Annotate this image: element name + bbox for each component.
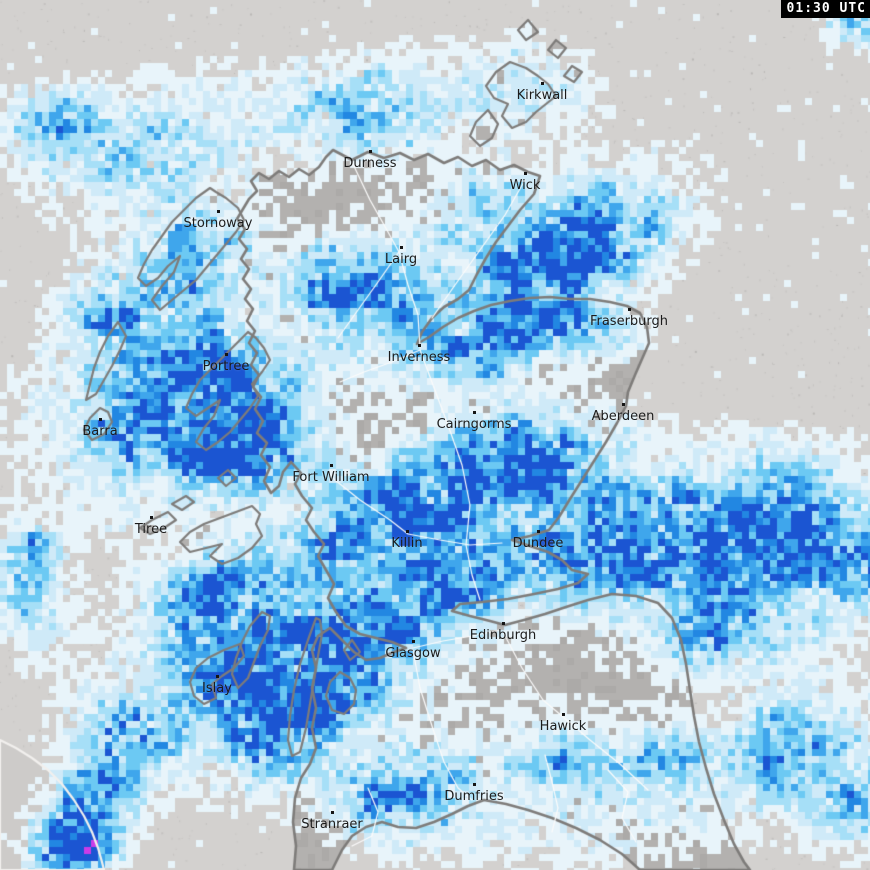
- city-dot-marker: [369, 150, 372, 153]
- city-dot-marker: [541, 82, 544, 85]
- city-dot-marker: [331, 811, 334, 814]
- city-label: Fort William: [292, 470, 370, 485]
- city-dot-marker: [622, 403, 625, 406]
- city-dot-marker: [628, 308, 631, 311]
- city-dot-marker: [418, 344, 421, 347]
- city-dot-marker: [473, 411, 476, 414]
- city-label: Fraserburgh: [589, 314, 669, 329]
- city-dot-marker: [524, 172, 527, 175]
- city-label: Islay: [202, 681, 232, 696]
- city-label: Dundee: [512, 536, 564, 551]
- city-label: Glasgow: [385, 646, 441, 661]
- city-label: Kirkwall: [516, 88, 568, 103]
- city-label: Hawick: [539, 719, 587, 734]
- city-dot-marker: [225, 353, 228, 356]
- city-dot-marker: [502, 622, 505, 625]
- city-label: Durness: [343, 156, 397, 171]
- city-label: Barra: [82, 424, 118, 439]
- city-label: Inverness: [387, 350, 451, 365]
- city-label: Lairg: [384, 252, 418, 267]
- city-dot-marker: [537, 530, 540, 533]
- city-dot-marker: [217, 210, 220, 213]
- city-label: Cairngorms: [436, 417, 512, 432]
- city-label: Aberdeen: [591, 409, 655, 424]
- city-label: Edinburgh: [469, 628, 537, 643]
- city-dot-marker: [400, 246, 403, 249]
- city-dot-marker: [330, 464, 333, 467]
- city-label: Stornoway: [183, 216, 253, 231]
- city-label: Wick: [509, 178, 541, 193]
- city-dot-marker: [562, 713, 565, 716]
- city-label: Killin: [391, 536, 423, 551]
- city-dot-marker: [99, 418, 102, 421]
- city-label: Tiree: [134, 522, 168, 537]
- timestamp-badge: 01:30 UTC: [780, 0, 870, 18]
- city-dot-marker: [216, 675, 219, 678]
- city-label: Dumfries: [444, 789, 504, 804]
- city-dot-marker: [473, 783, 476, 786]
- city-dot-marker: [412, 640, 415, 643]
- city-dot-marker: [150, 516, 153, 519]
- city-label: Portree: [202, 359, 250, 374]
- city-dot-marker: [406, 530, 409, 533]
- city-label: Stranraer: [301, 817, 363, 832]
